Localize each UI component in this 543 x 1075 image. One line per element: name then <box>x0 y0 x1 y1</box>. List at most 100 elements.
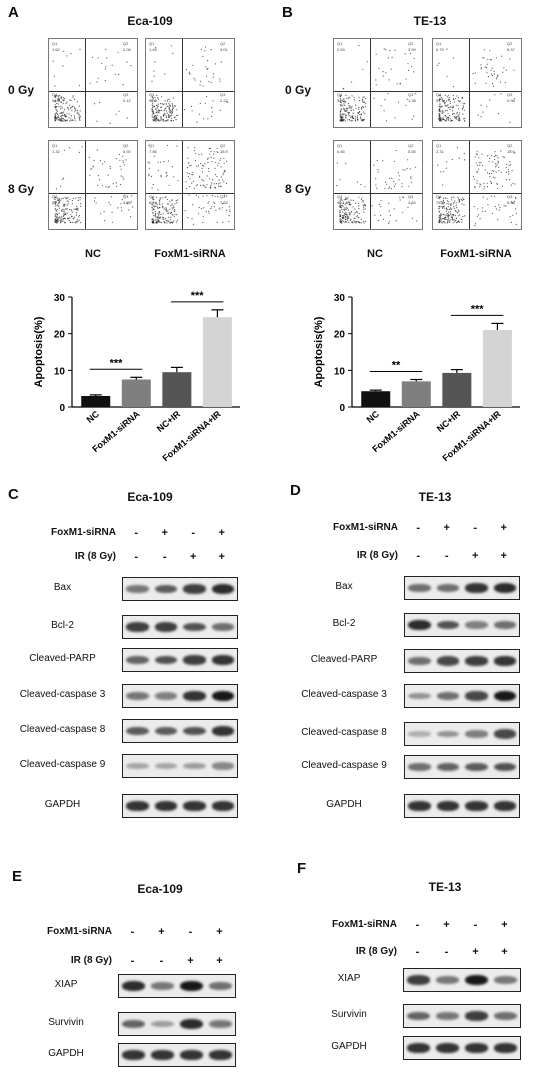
band <box>465 801 488 811</box>
band <box>493 621 516 629</box>
quadrant-name: Q4 <box>337 194 343 199</box>
quadrant-value-q1: 2.31 <box>436 149 444 154</box>
band <box>493 656 516 666</box>
quadrant-value-q1: 1.48 <box>149 47 157 52</box>
flow-plot-a-8gy-foxm1: Q1 7.86 Q2 18.9 Q3 7.63 Q4 65.6 <box>145 140 235 230</box>
ir-sign-3: + <box>501 946 508 958</box>
blot-strip <box>404 794 520 818</box>
band <box>126 622 149 632</box>
panel-f-title: TE-13 <box>428 880 462 894</box>
band <box>436 620 459 630</box>
quadrant-name: Q2 <box>123 41 129 46</box>
ir-sign-1: - <box>444 946 449 958</box>
quadrant-value-q4: 91.9 <box>436 98 444 103</box>
band <box>154 655 177 665</box>
flow-scatter <box>437 146 517 227</box>
blot-strip <box>404 576 520 600</box>
quadrant-value-q1: 0.85 <box>337 149 345 154</box>
x-tick-label-0: NC <box>85 409 102 425</box>
band <box>183 584 206 594</box>
quadrant-name: Q1 <box>149 41 155 46</box>
ir-sign-0: - <box>134 551 139 563</box>
band <box>408 731 431 737</box>
protein-label: Survivin <box>331 1009 367 1020</box>
flow-plot-b-0gy-foxm1: Q1 0.79 Q2 6.37 Q3 0.96 Q4 91.9 <box>432 38 522 128</box>
flow-plot-a-0gy-foxm1: Q1 1.48 Q2 4.01 Q3 2.22 Q4 92.9 <box>145 38 235 128</box>
quadrant-name: Q4 <box>149 92 155 97</box>
band <box>154 726 177 736</box>
blot-strip <box>118 974 236 998</box>
ir-sign-0: - <box>415 946 420 958</box>
band <box>408 657 431 665</box>
protein-label: XIAP <box>337 973 361 984</box>
y-axis-label: Apoptosis(%) <box>313 316 325 387</box>
quadrant-name: Q2 <box>220 143 226 148</box>
sirna-sign-0: - <box>130 926 135 938</box>
band <box>211 726 234 736</box>
band <box>407 1043 430 1053</box>
y-tick-label: 30 <box>54 293 66 304</box>
sirna-sign-1: + <box>158 926 165 938</box>
protein-label: Cleaved-caspase 9 <box>19 759 106 770</box>
band <box>494 1043 517 1053</box>
bar-1 <box>401 381 431 407</box>
band <box>183 691 206 701</box>
ir-sign-3: + <box>500 550 507 562</box>
band <box>126 692 149 700</box>
ir-header-f: IR (8 Gy) <box>355 946 397 957</box>
band <box>436 692 459 700</box>
y-tick-label: 0 <box>339 403 345 414</box>
significance-label-1: *** <box>471 303 485 315</box>
band <box>408 692 431 700</box>
band <box>151 1050 174 1060</box>
protein-label: Bcl-2 <box>332 618 356 629</box>
sirna-header-c: FoxM1-siRNA <box>50 527 116 538</box>
ir-sign-1: - <box>162 551 167 563</box>
blot-strip <box>118 1012 236 1036</box>
ir-sign-0: - <box>416 550 421 562</box>
protein-label: GAPDH <box>48 1048 84 1059</box>
band <box>436 1043 459 1053</box>
protein-label: Cleaved-caspase 9 <box>301 760 387 771</box>
band <box>211 583 234 595</box>
band <box>465 974 488 986</box>
blot-strip <box>122 754 238 778</box>
ir-sign-2: + <box>190 551 197 563</box>
band <box>407 975 430 985</box>
protein-label: Bax <box>53 582 72 593</box>
ir-sign-1: - <box>444 550 449 562</box>
quadrant-name: Q3 <box>408 92 414 97</box>
band <box>183 726 206 736</box>
ir-header-e: IR (8 Gy) <box>70 955 112 966</box>
blot-strip <box>122 684 238 708</box>
quadrant-name: Q1 <box>337 41 343 46</box>
band <box>122 1019 145 1029</box>
quadrant-name: Q3 <box>507 92 513 97</box>
band <box>180 980 203 992</box>
band <box>436 1012 459 1020</box>
y-tick-label: 10 <box>54 366 66 377</box>
y-axis-label: Apoptosis(%) <box>33 316 45 387</box>
quadrant-name: Q3 <box>408 194 414 199</box>
sirna-header-f: FoxM1-siRNA <box>331 919 397 930</box>
band <box>154 762 177 770</box>
col-label-foxm1-a: FoxM1-siRNA <box>154 248 226 260</box>
quadrant-name: Q1 <box>436 143 442 148</box>
quadrant-value-q3: 2.22 <box>220 98 228 103</box>
panel-letter-c: C <box>8 486 19 503</box>
quadrant-value-q3: 3.55 <box>123 200 131 205</box>
quadrant-value-q4: 96.8 <box>52 98 60 103</box>
quadrant-value-q4: 89.1 <box>52 200 60 205</box>
quadrant-value-q4: 76.2 <box>436 200 444 205</box>
flow-scatter <box>52 48 132 124</box>
band <box>209 982 232 990</box>
blot-strip <box>404 649 520 673</box>
quadrant-name: Q4 <box>436 92 442 97</box>
blot-strip <box>404 755 520 779</box>
quadrant-value-q2: 5.92 <box>123 149 131 154</box>
blot-strip <box>403 1004 521 1028</box>
protein-label: Cleaved-PARP <box>310 654 378 665</box>
band <box>408 801 431 811</box>
blot-strip <box>403 1036 521 1060</box>
blot-strip <box>122 615 238 639</box>
